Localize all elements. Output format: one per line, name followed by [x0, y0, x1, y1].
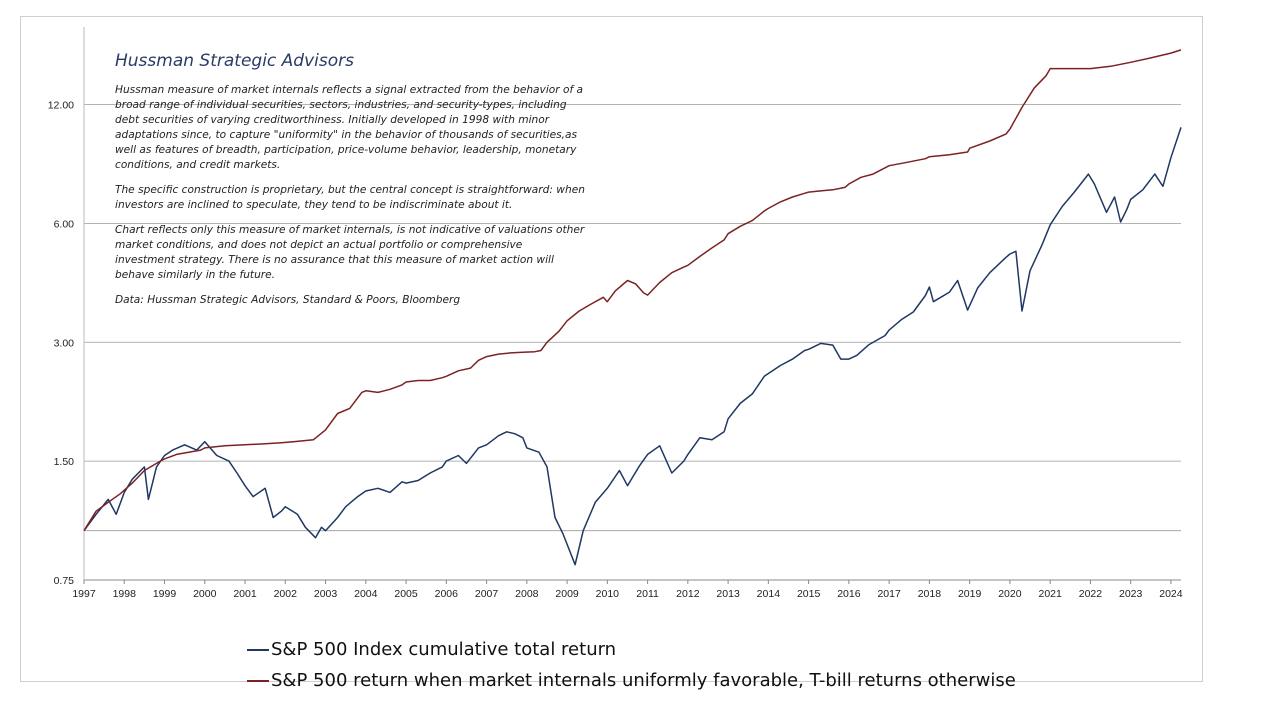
chart-frame: 0.75 1.50 3.00 6.00 12.00 1997 1998 1999 2000 20…	[20, 16, 1203, 691]
chart-legend: S&P 500 Index cumulative total return S&…	[247, 634, 1016, 696]
notes-paragraph-1: Hussman measure of market internals refl…	[115, 84, 584, 171]
x-tick-label-2003: 2003	[314, 588, 338, 600]
x-tick-label-2024: 2024	[1159, 588, 1183, 600]
x-tick-label-2012: 2012	[676, 588, 700, 600]
x-axis: 1997 1998 1999 2000 2001 2002 2003 2004 2005 2006…	[72, 27, 1183, 600]
x-tick-label-2020: 2020	[998, 588, 1022, 600]
y-tick-label-12.00: 12.00	[48, 100, 74, 112]
notes-data-source: Data: Hussman Strategic Advisors, Standa…	[115, 294, 461, 306]
x-tick-label-2010: 2010	[596, 588, 620, 600]
series-layer	[83, 49, 1182, 566]
x-tick-label-2018: 2018	[918, 588, 942, 600]
x-tick-label-2006: 2006	[435, 588, 459, 600]
chart-canvas: 0.75 1.50 3.00 6.00 12.00 1997 1998 1999 2000 20…	[48, 27, 1183, 600]
legend-entry-sp500: S&P 500 Index cumulative total return	[247, 634, 1016, 665]
y-tick-label-0.75: 0.75	[54, 575, 75, 587]
chart-title: Hussman Strategic Advisors	[115, 51, 354, 71]
x-tick-label-2008: 2008	[515, 588, 539, 600]
series-line-strategy	[83, 49, 1182, 532]
x-tick-label-2001: 2001	[233, 588, 257, 600]
x-tick-label-1998: 1998	[113, 588, 137, 600]
x-tick-label-2015: 2015	[797, 588, 821, 600]
x-tick-label-2005: 2005	[394, 588, 418, 600]
x-tick-label-2019: 2019	[958, 588, 982, 600]
x-tick-label-2004: 2004	[354, 588, 378, 600]
legend-swatch-strategy	[247, 679, 269, 682]
x-tick-label-2023: 2023	[1119, 588, 1143, 600]
x-tick-label-2002: 2002	[274, 588, 298, 600]
x-tick-label-1999: 1999	[153, 588, 177, 600]
x-tick-label-2014: 2014	[757, 588, 781, 600]
y-tick-label-6.00: 6.00	[54, 218, 75, 230]
y-axis-ticks: 0.75 1.50 3.00 6.00 12.00	[48, 100, 74, 587]
x-tick-label-2000: 2000	[193, 588, 217, 600]
legend-swatch-sp500	[247, 648, 269, 651]
notes-paragraph-2: The specific construction is proprietary…	[115, 184, 585, 211]
notes-paragraph-3: Chart reflects only this measure of mark…	[115, 224, 585, 281]
gridlines	[84, 104, 1181, 532]
y-tick-label-1.50: 1.50	[54, 456, 75, 468]
x-tick-label-1997: 1997	[72, 588, 96, 600]
x-tick-label-2017: 2017	[877, 588, 901, 600]
x-tick-label-2011: 2011	[636, 588, 659, 600]
x-tick-label-2009: 2009	[555, 588, 579, 600]
legend-label-sp500: S&P 500 Index cumulative total return	[271, 639, 617, 660]
x-tick-label-2022: 2022	[1079, 588, 1103, 600]
y-tick-label-3.00: 3.00	[54, 337, 75, 349]
legend-entry-strategy: S&P 500 return when market internals uni…	[247, 665, 1016, 696]
series-line-sp500	[83, 127, 1182, 566]
x-tick-label-2007: 2007	[475, 588, 499, 600]
x-tick-label-2021: 2021	[1038, 588, 1062, 600]
legend-label-strategy: S&P 500 return when market internals uni…	[271, 670, 1016, 691]
x-tick-label-2013: 2013	[716, 588, 740, 600]
x-tick-label-2016: 2016	[837, 588, 861, 600]
chart-notes: Hussman Strategic Advisors Hussman measu…	[115, 51, 585, 318]
